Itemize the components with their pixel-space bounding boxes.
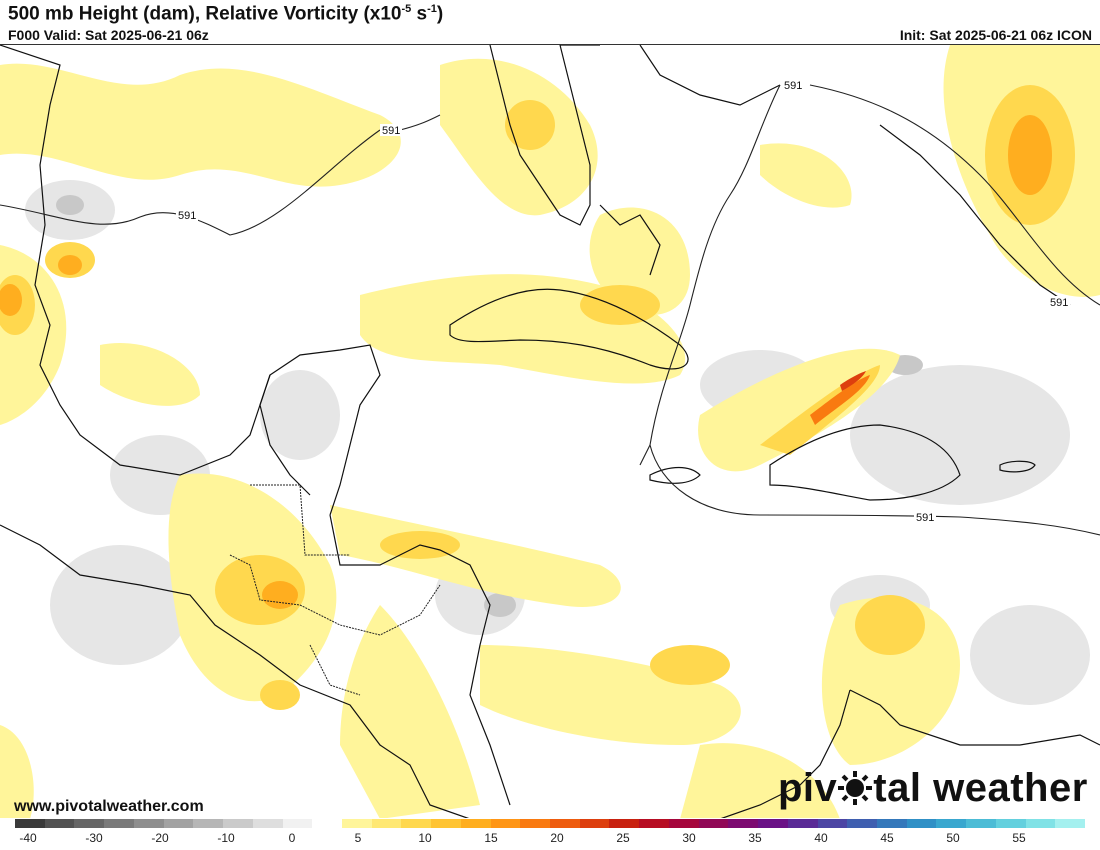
- website-url: www.pivotalweather.com: [14, 798, 204, 815]
- colorbar-segment: [876, 819, 908, 828]
- colorbar-segment: [936, 819, 967, 828]
- colorbar-segment: [1025, 819, 1056, 828]
- colorbar-segment: [787, 819, 818, 828]
- colorbar-tick-label: 45: [880, 831, 894, 845]
- colorbar-tick-label: 30: [682, 831, 696, 845]
- coastlines: [0, 45, 1100, 819]
- colorbar-segment: [163, 819, 194, 828]
- colorbar-tick-label: -10: [217, 831, 235, 845]
- colorbar-segment: [431, 819, 462, 828]
- contour-label-591: 591: [1050, 297, 1068, 309]
- contour-label-591: 591: [916, 512, 934, 524]
- header: 500 mb Height (dam), Relative Vorticity …: [0, 0, 1100, 44]
- colorbar-segment: [133, 819, 165, 828]
- colorbar-segment: [550, 819, 581, 828]
- colorbar-segment: [223, 819, 254, 828]
- sun-logo-icon: [838, 771, 873, 805]
- colorbar-segment: [341, 819, 373, 828]
- colorbar-segment: [906, 819, 937, 828]
- colorbar-tick-label: 25: [616, 831, 630, 845]
- contour-label-591: 591: [178, 210, 196, 222]
- colorbar-segment: [490, 819, 521, 828]
- contour-label-591: 591: [784, 80, 802, 92]
- colorbar-segment: [44, 819, 75, 828]
- map-canvas: 591 591 591 591 591: [0, 45, 1100, 819]
- valid-time: F000 Valid: Sat 2025-06-21 06z: [8, 27, 209, 43]
- colorbar-segment: [847, 819, 878, 828]
- colorbar-tick-label: -20: [151, 831, 169, 845]
- colorbar-segment: [74, 819, 105, 828]
- colorbar-segment: [15, 819, 46, 828]
- colorbar-segment: [728, 819, 759, 828]
- colorbar-segment: [698, 819, 729, 828]
- colorbar-segment: [104, 819, 135, 828]
- contour-label-591: 591: [382, 125, 400, 137]
- colorbar-tick-label: 40: [814, 831, 828, 845]
- weather-map[interactable]: 591 591 591 591 591: [0, 44, 1100, 819]
- colorbar-tick-label: -40: [19, 831, 37, 845]
- colorbar-tick-label: 5: [354, 831, 362, 845]
- colorbar-segment: [817, 819, 848, 828]
- colorbar-tick-label: 10: [418, 831, 432, 845]
- colorbar-segment: [758, 819, 789, 828]
- colorbar-segment: [668, 819, 700, 828]
- colorbar-segment: [995, 819, 1027, 828]
- colorbar: -40 -30 -20 -10 0 5 10 15 20 25 30 35 40 45 50 55: [0, 818, 1100, 850]
- colorbar-segment: [460, 819, 492, 828]
- pivotal-weather-logo: piv tal weather: [778, 766, 1088, 810]
- colorbar-tick-label: 50: [946, 831, 960, 845]
- colorbar-tick-label: 20: [550, 831, 564, 845]
- colorbar-tick-label: 55: [1012, 831, 1026, 845]
- colorbar-tick-label: 15: [484, 831, 498, 845]
- country-borders: [229, 484, 441, 696]
- colorbar-tick-label: 0: [288, 831, 296, 845]
- colorbar-segment: [282, 819, 313, 828]
- colorbar-tick-label: -30: [85, 831, 103, 845]
- colorbar-segment: [1055, 819, 1086, 828]
- colorbar-segment: [252, 819, 283, 828]
- colorbar-segment: [312, 819, 343, 828]
- positive-vorticity-shading: [0, 45, 1100, 819]
- colorbar-segment: [609, 819, 640, 828]
- init-time: Init: Sat 2025-06-21 06z ICON: [899, 27, 1092, 43]
- colorbar-segment: [520, 819, 551, 828]
- colorbar-segment: [579, 819, 610, 828]
- colorbar-segment: [401, 819, 432, 828]
- colorbar-segment: [371, 819, 402, 828]
- colorbar-segment: [639, 819, 670, 828]
- colorbar-tick-label: 35: [748, 831, 762, 845]
- colorbar-segment: [966, 819, 997, 828]
- colorbar-segment: [193, 819, 224, 828]
- map-title: 500 mb Height (dam), Relative Vorticity …: [8, 3, 444, 25]
